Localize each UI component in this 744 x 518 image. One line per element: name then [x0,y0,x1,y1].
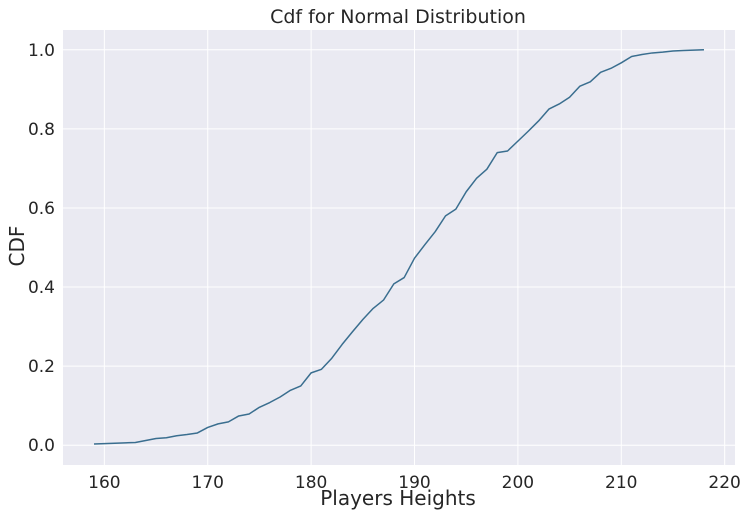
x-tick-label: 160 [88,473,120,493]
x-tick-label: 190 [398,473,430,493]
x-tick-label: 180 [295,473,327,493]
tick-labels: 160 170 180 190 200 210 220 0.0 0.2 0.4 0.6 0.8 1.0 [28,41,741,493]
x-tick-label: 220 [708,473,740,493]
chart-title: Cdf for Normal Distribution [270,6,526,28]
y-tick-label: 0.2 [28,357,55,377]
y-tick-label: 0.8 [28,120,55,140]
x-axis-title: Players Heights [320,486,476,510]
plot-background [63,30,735,465]
series-layer [93,49,705,445]
x-tick-label: 200 [502,473,534,493]
y-axis-title: CDF [5,226,29,267]
y-tick-label: 1.0 [28,41,55,61]
x-tick-label: 210 [605,473,637,493]
x-tick-label: 170 [192,473,224,493]
y-tick-label: 0.4 [28,278,55,298]
y-tick-label: 0.6 [28,199,55,219]
grid [63,30,735,465]
cdf-line [93,49,705,445]
y-tick-label: 0.0 [28,436,55,456]
